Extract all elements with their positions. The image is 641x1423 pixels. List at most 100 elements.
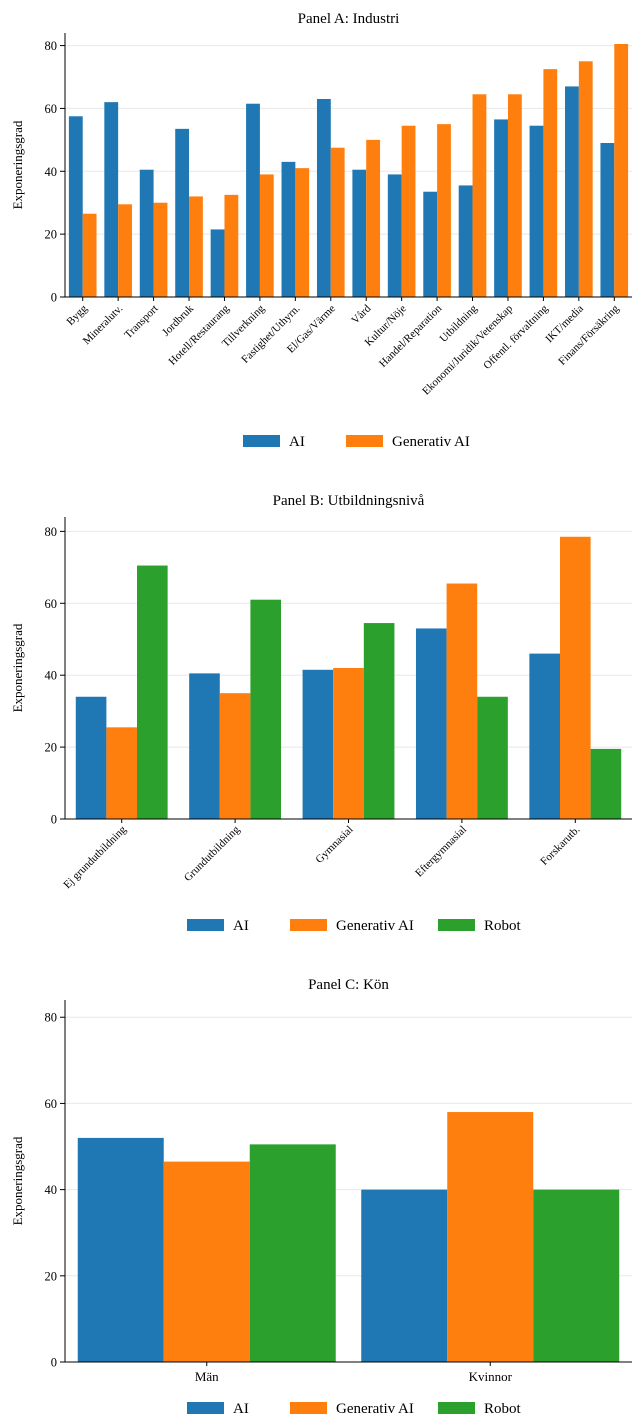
bar-generativ-ai bbox=[189, 196, 203, 297]
x-tick-label: Transport bbox=[122, 303, 160, 341]
bar-generativ-ai bbox=[118, 204, 132, 297]
bar-generativ-ai bbox=[82, 213, 97, 297]
panel-b: Panel B: Utbildningsnivå 0 20 40 60 80 Exponer… bbox=[10, 493, 632, 934]
bar-robot bbox=[250, 599, 282, 819]
legend-swatch bbox=[187, 919, 224, 931]
legend: AI Generativ AI Robot bbox=[187, 1401, 522, 1417]
x-tick-label: Eftergymnasial bbox=[413, 824, 469, 880]
bar-ai bbox=[529, 653, 560, 819]
x-tick-label: Finans/Försäkring bbox=[556, 302, 621, 367]
legend-swatch bbox=[438, 919, 475, 931]
bar-ai bbox=[529, 125, 544, 297]
legend-swatch bbox=[243, 435, 280, 447]
y-tick-label: 0 bbox=[51, 291, 57, 305]
bar-ai bbox=[175, 128, 190, 297]
panel-title: Panel C: Kön bbox=[308, 977, 389, 993]
bar-generativ-ai bbox=[219, 693, 251, 819]
bar-generativ-ai bbox=[446, 583, 478, 819]
bar-generativ-ai bbox=[543, 69, 558, 298]
bar-ai bbox=[494, 119, 508, 297]
bar-ai bbox=[104, 102, 119, 298]
y-tick-label: 60 bbox=[45, 597, 58, 611]
bar-ai bbox=[246, 103, 260, 297]
legend-swatch bbox=[346, 435, 383, 447]
bar-generativ-ai bbox=[153, 202, 168, 297]
y-tick-label: 20 bbox=[45, 228, 58, 242]
bar-ai bbox=[415, 628, 447, 819]
x-tick-label: Ej grundutbildning bbox=[61, 823, 129, 891]
y-tick-label: 80 bbox=[45, 525, 58, 539]
legend-label: Robot bbox=[484, 1401, 522, 1417]
bar-ai bbox=[68, 116, 83, 298]
bar-ai bbox=[281, 161, 296, 297]
legend-label: AI bbox=[233, 918, 249, 934]
y-tick-label: 40 bbox=[45, 1183, 58, 1197]
bar-generativ-ai bbox=[333, 668, 364, 819]
y-tick-label: 40 bbox=[45, 165, 58, 179]
bar-ai bbox=[423, 191, 438, 297]
bar-robot bbox=[363, 623, 395, 819]
y-tick-label: 0 bbox=[51, 1356, 57, 1370]
bar-generativ-ai bbox=[163, 1161, 250, 1362]
bar-ai bbox=[458, 185, 473, 297]
y-tick-label: 60 bbox=[45, 1097, 58, 1111]
panel-c: Panel C: Kön 0 20 40 60 80 Exponeringsgrad Män K… bbox=[10, 977, 632, 1417]
legend: AI Generativ AI Robot bbox=[187, 918, 522, 934]
panel-title: Panel A: Industri bbox=[298, 11, 400, 27]
legend-swatch bbox=[187, 1402, 224, 1414]
bar-generativ-ai bbox=[366, 139, 381, 297]
y-tick-label: 0 bbox=[51, 813, 57, 827]
x-tick-label: Jordbruk bbox=[160, 302, 196, 338]
bar-generativ-ai bbox=[507, 94, 522, 298]
y-tick-label: 20 bbox=[45, 741, 58, 755]
bar-robot bbox=[590, 748, 622, 819]
x-tick-label: Handel/Reparation bbox=[377, 302, 445, 370]
bar-ai bbox=[387, 174, 402, 297]
bar-generativ-ai bbox=[330, 147, 345, 297]
x-tick-label: Gymnasial bbox=[313, 824, 355, 866]
bar-generativ-ai bbox=[614, 44, 629, 297]
bar-ai bbox=[316, 99, 331, 297]
x-tick-label: Offentl. förvaltning bbox=[481, 302, 551, 372]
legend-swatch bbox=[290, 1402, 327, 1414]
legend-swatch bbox=[290, 919, 327, 931]
bar-generativ-ai bbox=[295, 168, 310, 297]
legend-label: Generativ AI bbox=[336, 918, 414, 934]
legend-swatch bbox=[438, 1402, 475, 1414]
legend-label: AI bbox=[289, 434, 305, 450]
bar-ai bbox=[565, 86, 579, 297]
bar-generativ-ai bbox=[447, 1112, 534, 1362]
bar-generativ-ai bbox=[401, 125, 416, 297]
bar-ai bbox=[77, 1137, 164, 1362]
y-tick-label: 20 bbox=[45, 1269, 58, 1283]
y-axis-label: Exponeringsgrad bbox=[10, 1136, 25, 1225]
x-tick-label: Män bbox=[195, 1369, 219, 1384]
y-tick-label: 80 bbox=[45, 1011, 58, 1025]
bar-ai bbox=[361, 1189, 448, 1362]
bar-robot bbox=[137, 565, 168, 819]
bar-ai bbox=[189, 673, 220, 819]
bar-generativ-ai bbox=[559, 536, 591, 819]
x-tick-label: Hotell/Restaurang bbox=[167, 302, 232, 367]
bar-generativ-ai bbox=[259, 174, 274, 297]
y-tick-label: 60 bbox=[45, 102, 58, 116]
bar-generativ-ai bbox=[224, 194, 239, 297]
bar-generativ-ai bbox=[578, 61, 593, 298]
panel-a: Panel A: Industri 0 20 40 60 80 Exponeringsgra… bbox=[10, 11, 632, 450]
legend-label: Generativ AI bbox=[392, 434, 470, 450]
bar-robot bbox=[477, 696, 508, 819]
bar-generativ-ai bbox=[437, 124, 451, 298]
legend-label: AI bbox=[233, 1401, 249, 1417]
bar-generativ-ai bbox=[472, 94, 487, 298]
x-tick-label: Vård bbox=[349, 302, 373, 326]
panel-title: Panel B: Utbildningsnivå bbox=[273, 493, 425, 509]
bar-ai bbox=[210, 229, 225, 297]
legend: AI Generativ AI bbox=[243, 434, 470, 450]
legend-label: Generativ AI bbox=[336, 1401, 414, 1417]
bar-generativ-ai bbox=[106, 727, 138, 819]
y-tick-label: 40 bbox=[45, 669, 58, 683]
bar-ai bbox=[302, 669, 334, 819]
x-tick-label: Grundutbildning bbox=[182, 823, 243, 884]
